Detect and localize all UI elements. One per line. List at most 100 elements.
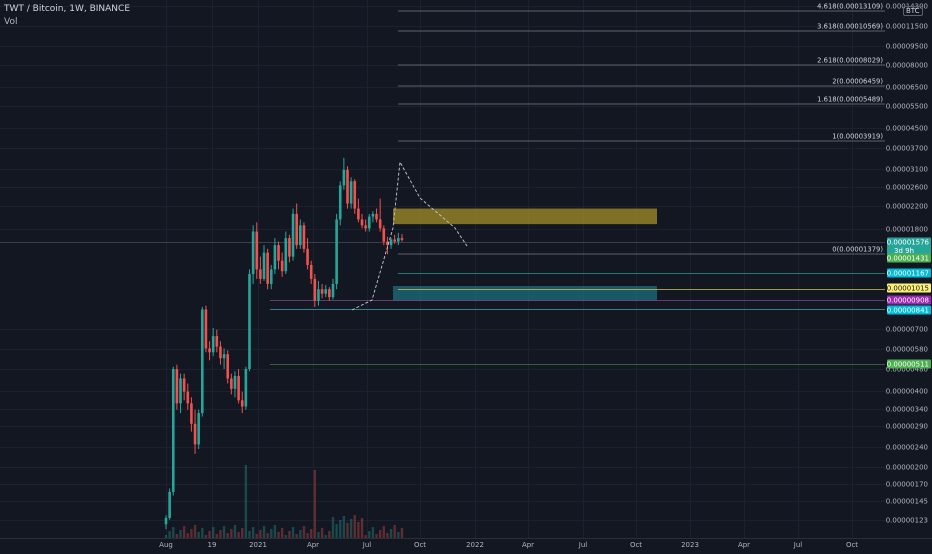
candle-body (237, 376, 240, 401)
candle-body (208, 348, 211, 353)
volume-bar (328, 531, 331, 538)
candles (164, 157, 404, 530)
volume-bar (342, 516, 346, 538)
volume-bar (255, 534, 258, 538)
candle-body (309, 264, 313, 279)
volume-bar (244, 465, 248, 538)
price-badge: 0.00000908 (887, 295, 931, 305)
candle-body (171, 369, 175, 492)
candle-body (248, 274, 251, 370)
volume-bar (393, 525, 396, 538)
symbol-title[interactable]: TWT / Bitcoin, 1W, BINANCE (4, 4, 130, 14)
candle-body (233, 376, 237, 389)
currency-unit-badge[interactable]: BTC (903, 6, 923, 16)
price-badge-bg (887, 283, 931, 293)
price-badge-bg (887, 237, 931, 256)
price-tick-label: 0.00000580 (886, 346, 928, 354)
candle-body (211, 336, 215, 353)
candle-body (266, 252, 269, 284)
time-tick-label: Aug (159, 541, 173, 549)
fib-label: 4.618(0.00013109) (817, 3, 883, 11)
price-tick-label: 0.00003700 (886, 145, 928, 153)
candle-body (197, 413, 200, 445)
volume-bar (320, 528, 324, 538)
price-badge-bg (887, 359, 931, 369)
volume-bar (291, 527, 295, 538)
candle-body (164, 517, 168, 525)
price-badge-value: 0.00001431 (887, 255, 929, 263)
price-tick-label: 0.00000700 (886, 326, 928, 334)
candle-body (259, 269, 262, 279)
candle-body (338, 185, 342, 220)
volume-bar (219, 530, 222, 538)
time-tick-label: Oct (846, 541, 858, 549)
volume-bar (302, 526, 306, 538)
candle-body (367, 216, 371, 229)
candle-body (251, 231, 255, 275)
price-tick-label: 0.00001800 (886, 226, 928, 234)
candle-body (175, 369, 179, 404)
volume-bar (179, 530, 182, 538)
time-tick-label: Apr (522, 541, 534, 549)
candle-body (179, 378, 182, 404)
volume-bar (306, 533, 309, 538)
volume-bars (164, 465, 404, 538)
time-tick-label: Apr (307, 541, 319, 549)
candle-body (182, 378, 186, 392)
volume-bar (368, 531, 371, 538)
price-badge: 0.00000841 (887, 305, 931, 315)
candle-body (186, 391, 190, 404)
price-badge-bg (887, 268, 931, 278)
candle-body (378, 219, 382, 229)
candle-body (215, 336, 219, 347)
candle-body (360, 219, 364, 226)
volume-bar (262, 526, 266, 538)
grid-lines (0, 0, 885, 538)
time-tick-label: Jul (362, 541, 372, 549)
candle-body (371, 213, 375, 217)
volume-bar (190, 529, 193, 538)
price-badge: 0.00000511 (887, 359, 931, 369)
candle-body (364, 225, 367, 229)
fib-label: 0(0.00001379) (832, 246, 883, 254)
price-badge-bg (887, 305, 931, 315)
volume-legend[interactable]: Vol (4, 17, 18, 27)
price-tick-label: 0.00000340 (886, 406, 928, 414)
candle-body (400, 238, 404, 240)
price-tick-label: 0.00000240 (886, 444, 928, 452)
price-badge-bg (887, 295, 931, 305)
volume-bar (357, 522, 360, 538)
zone-support (393, 286, 657, 301)
candle-body (357, 208, 360, 220)
fib-label: 2.618(0.00008029) (817, 57, 883, 65)
price-tick-label: 0.00002200 (886, 203, 928, 211)
time-tick-label: 2021 (249, 541, 267, 549)
price-tick-label: 0.00004500 (886, 125, 928, 133)
volume-bar (331, 517, 335, 538)
volume-bar (193, 525, 197, 538)
volume-bar (313, 470, 317, 538)
price-tick-label: 0.00008000 (886, 62, 928, 70)
volume-bar (378, 530, 382, 538)
fibonacci-levels: 4.618(0.00013109) 3.618(0.00010569) 2.618(… (398, 3, 885, 255)
volume-bar (175, 534, 179, 538)
trend-path (351, 160, 468, 311)
volume-bar (172, 527, 175, 538)
volume-bar (360, 518, 364, 538)
time-tick-label: 19 (208, 541, 217, 549)
volume-bar (386, 533, 389, 538)
volume-bar (222, 526, 226, 538)
volume-bar (299, 530, 302, 538)
fib-label: 3.618(0.00010569) (817, 23, 883, 31)
price-tick-label: 0.00011500 (886, 23, 928, 31)
volume-bar (201, 528, 204, 538)
price-badge-countdown: 3d 9h (894, 247, 914, 255)
volume-bar (237, 532, 240, 538)
candle-body (230, 378, 233, 389)
price-axis: 0.000143000.000115000.000095000.00008000… (885, 0, 932, 550)
volume-bar (182, 526, 186, 538)
price-tick-label: 0.00000290 (886, 423, 928, 431)
